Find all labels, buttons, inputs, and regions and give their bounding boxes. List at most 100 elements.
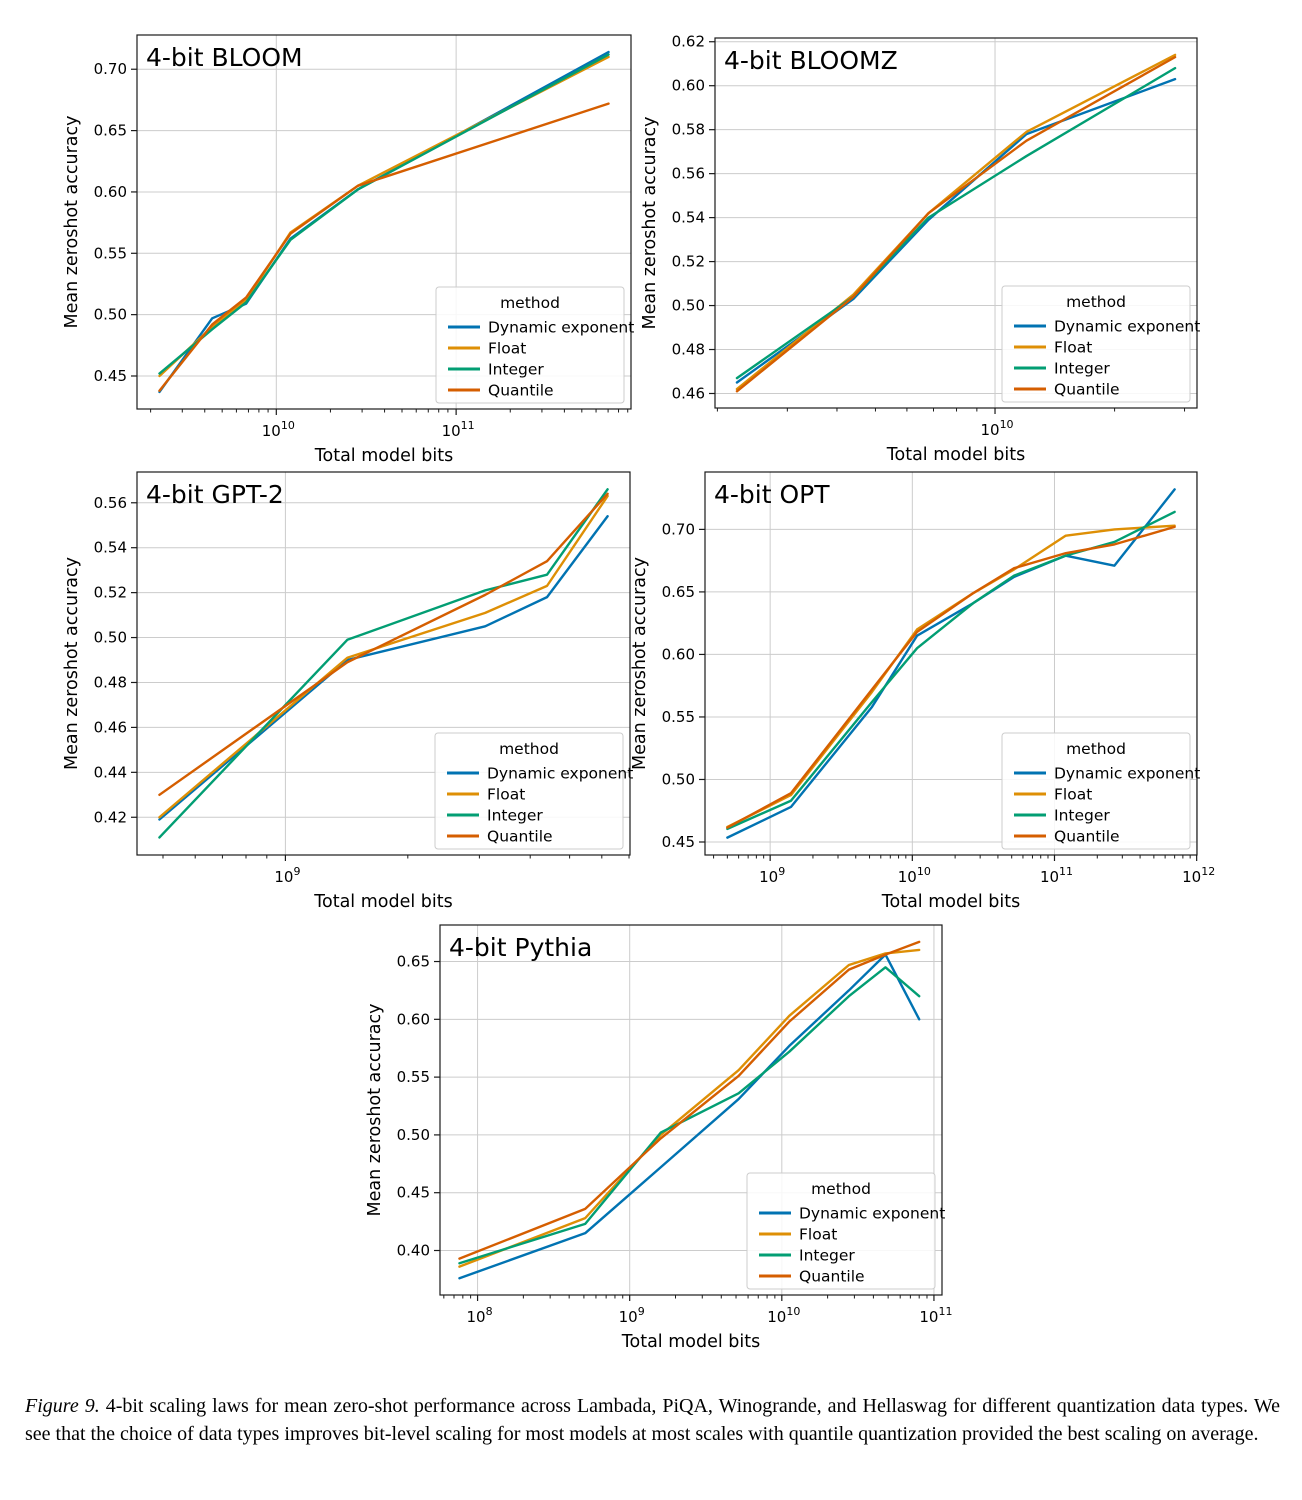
y-tick-label: 0.56 <box>672 165 705 183</box>
y-tick-label: 0.54 <box>672 209 705 227</box>
series-line-quantile <box>735 55 1177 393</box>
legend-label-quantile: Quantile <box>1054 828 1120 846</box>
charts-grid: 0.45 0.50 0.55 0.60 0.65 0.70 1010 1011 Total mo… <box>57 6 1217 1357</box>
y-tick-label: 0.46 <box>672 384 705 402</box>
axis-title-x: Total model bits <box>313 892 452 912</box>
plot-border <box>136 34 632 410</box>
y-tick-label: 0.55 <box>662 708 695 726</box>
x-tick-exponent: 9 <box>638 1305 645 1318</box>
series-line-dynamic-exponent <box>158 515 609 821</box>
x-tick-exponent: 10 <box>917 865 931 878</box>
y-tick-label: 0.46 <box>94 718 127 736</box>
y-tick-label: 0.42 <box>94 808 127 826</box>
axis-title-x: Total model bits <box>881 892 1020 912</box>
x-tick-label: 1011 <box>442 419 475 440</box>
legend-title: method <box>500 294 560 312</box>
axis-title-y: Mean zeroshot accuracy <box>365 1003 385 1216</box>
plot-border <box>136 471 631 856</box>
axis-title-x: Total model bits <box>886 445 1025 465</box>
y-tick-label: 0.44 <box>94 763 127 781</box>
y-tick-label: 0.65 <box>662 583 695 601</box>
legend-frame <box>746 1172 936 1290</box>
legend: method Dynamic exponent Float Integer Quanti… <box>435 286 634 404</box>
axis-title-x: Total model bits <box>314 446 453 466</box>
legend-title: method <box>499 740 559 758</box>
y-tick-label: 0.40 <box>397 1241 430 1259</box>
x-tick-exponent: 11 <box>461 419 475 432</box>
axis-title-y: Mean zeroshot accuracy <box>62 115 82 328</box>
legend-title: method <box>1066 293 1126 311</box>
legend-label-float: Float <box>1054 339 1092 357</box>
series-line-integer <box>458 966 921 1265</box>
axis-title-y: Mean zeroshot accuracy <box>630 557 650 770</box>
legend-label-quantile: Quantile <box>487 828 553 846</box>
legend-frame <box>1001 732 1191 850</box>
y-tick-label: 0.48 <box>94 673 127 691</box>
x-tick-label: 108 <box>467 1305 493 1326</box>
y-tick-label: 0.70 <box>94 60 127 78</box>
y-tick-label: 0.55 <box>397 1068 430 1086</box>
legend-title: method <box>811 1180 871 1198</box>
series-line-quantile <box>158 492 609 796</box>
legend-label-float: Float <box>799 1226 837 1244</box>
series-line-quantile <box>726 525 1176 829</box>
legend-label-dynamic-exponent: Dynamic exponent <box>1054 318 1200 336</box>
x-tick-label: 109 <box>274 865 300 886</box>
x-tick-label: 1010 <box>262 419 295 440</box>
chart-gpt2-svg: 0.42 0.44 0.46 0.48 0.50 0.52 0.54 0.56 109 Total… <box>62 471 633 912</box>
legend: method Dynamic exponent Float Integer Quanti… <box>746 1172 945 1290</box>
x-tick-label: 1011 <box>919 1305 952 1326</box>
x-tick-label: 1010 <box>898 865 931 886</box>
chart-title: 4-bit BLOOMZ <box>724 46 898 75</box>
y-tick-label: 0.48 <box>672 341 705 359</box>
chart-title: 4-bit GPT-2 <box>146 480 284 509</box>
chart-title: 4-bit Pythia <box>449 933 592 962</box>
y-tick-label: 0.60 <box>397 1010 430 1028</box>
chart-pythia: 0.40 0.45 0.50 0.55 0.60 0.65 108 109 1010 1011 To… <box>360 910 962 1357</box>
legend-title: method <box>1066 740 1126 758</box>
chart-gpt2: 0.42 0.44 0.46 0.48 0.50 0.52 0.54 0.56 109 Total… <box>57 458 650 917</box>
chart-bloomz: 0.46 0.48 0.50 0.52 0.54 0.56 0.58 0.60 0.62 1010… <box>635 6 1217 470</box>
x-tick-exponent: 10 <box>281 419 295 432</box>
series-line-quantile <box>158 102 610 392</box>
legend-label-quantile: Quantile <box>799 1268 865 1286</box>
legend: method Dynamic exponent Float Integer Quanti… <box>1001 732 1200 850</box>
y-tick-label: 0.50 <box>397 1126 430 1144</box>
series-line-float <box>158 494 609 819</box>
x-tick-exponent: 10 <box>786 1305 800 1318</box>
x-tick-exponent: 11 <box>1059 865 1073 878</box>
legend-label-float: Float <box>488 340 526 358</box>
legend-label-dynamic-exponent: Dynamic exponent <box>488 319 634 337</box>
figure-caption-text: 4-bit scaling laws for mean zero-shot pe… <box>25 1395 1280 1445</box>
legend-label-dynamic-exponent: Dynamic exponent <box>1054 765 1200 783</box>
y-tick-label: 0.60 <box>672 77 705 95</box>
chart-bloom: 0.45 0.50 0.55 0.60 0.65 0.70 1010 1011 Total mo… <box>57 6 651 471</box>
x-tick-exponent: 11 <box>938 1305 952 1318</box>
legend-label-integer: Integer <box>488 361 544 379</box>
chart-opt: 0.45 0.50 0.55 0.60 0.65 0.70 109 1010 1011 1012 T… <box>625 458 1217 917</box>
y-tick-label: 0.52 <box>672 253 705 271</box>
x-tick-exponent: 12 <box>1201 865 1215 878</box>
y-tick-label: 0.50 <box>94 306 127 324</box>
y-tick-label: 0.60 <box>662 645 695 663</box>
axis-title-y: Mean zeroshot accuracy <box>62 557 82 770</box>
legend-frame <box>434 732 624 850</box>
figure-caption: Figure 9. 4-bit scaling laws for mean ze… <box>25 1392 1280 1448</box>
legend-label-dynamic-exponent: Dynamic exponent <box>487 765 633 783</box>
legend-label-float: Float <box>1054 786 1092 804</box>
x-tick-exponent: 9 <box>778 865 785 878</box>
series-line-quantile <box>458 940 921 1260</box>
y-tick-label: 0.50 <box>94 629 127 647</box>
y-tick-label: 0.55 <box>94 244 127 262</box>
legend-frame <box>435 286 625 404</box>
y-tick-label: 0.45 <box>397 1184 430 1202</box>
legend: method Dynamic exponent Float Integer Quanti… <box>1001 285 1200 403</box>
chart-title: 4-bit OPT <box>714 480 830 509</box>
axis-title-x: Total model bits <box>621 1332 760 1352</box>
plot-border <box>704 471 1198 856</box>
x-tick-label: 1012 <box>1182 865 1215 886</box>
legend-label-float: Float <box>487 786 525 804</box>
legend-label-quantile: Quantile <box>1054 381 1120 399</box>
